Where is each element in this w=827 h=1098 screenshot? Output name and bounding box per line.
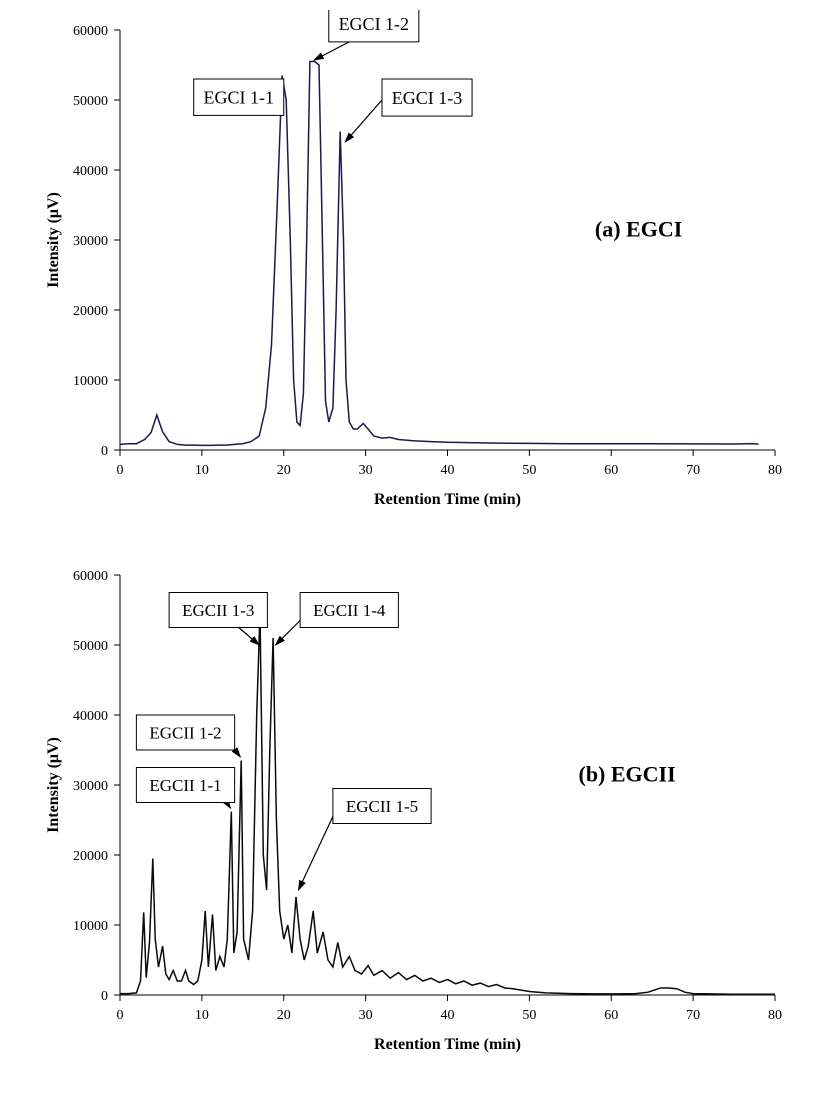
callout-arrow (345, 100, 382, 142)
panel-label: (a) EGCI (595, 217, 682, 242)
y-tick-label: 50000 (73, 639, 108, 654)
callout-arrow (276, 621, 301, 646)
callout-arrow (239, 628, 259, 646)
x-tick-label: 20 (277, 1008, 291, 1023)
x-tick-label: 40 (441, 463, 455, 478)
chromatogram-line (120, 614, 775, 995)
x-tick-label: 70 (686, 1008, 700, 1023)
callout-label: EGCII 1-2 (149, 723, 221, 742)
y-tick-label: 30000 (73, 234, 108, 249)
chart-a-svg: 0 10 20 30 40 50 60 70 80 0 10000 20000 30000 40000 50… (30, 10, 800, 530)
x-tick-label: 50 (522, 1008, 536, 1023)
callout-arrow (314, 42, 349, 60)
x-tick-label: 30 (359, 1008, 373, 1023)
x-tick-label: 80 (768, 1008, 782, 1023)
callout-label: EGCII 1-3 (182, 601, 254, 620)
x-tick-label: 10 (195, 1008, 209, 1023)
panel-b-egcii: 0 10 20 30 40 50 60 70 80 0 10000 20000 30000 40000 50… (30, 555, 800, 1075)
y-tick-label: 20000 (73, 304, 108, 319)
x-tick-label: 80 (768, 463, 782, 478)
x-tick-label: 60 (604, 1008, 618, 1023)
y-axis-title: Intensity (μV) (45, 737, 62, 833)
y-tick-label: 40000 (73, 709, 108, 724)
x-tick-label: 40 (441, 1008, 455, 1023)
x-axis-title: Retention Time (min) (374, 491, 521, 508)
callout-label: EGCII 1-5 (346, 797, 418, 816)
y-tick-label: 10000 (73, 919, 108, 934)
chart-b-svg: 0 10 20 30 40 50 60 70 80 0 10000 20000 30000 40000 50… (30, 555, 800, 1075)
x-tick-label: 70 (686, 463, 700, 478)
x-tick-label: 60 (604, 463, 618, 478)
page: 0 10 20 30 40 50 60 70 80 0 10000 20000 30000 40000 50… (0, 0, 827, 1098)
y-tick-label: 50000 (73, 94, 108, 109)
x-axis-title: Retention Time (min) (374, 1036, 521, 1053)
y-tick-label: 20000 (73, 849, 108, 864)
callout-label: EGCI 1-2 (339, 14, 410, 34)
y-tick-label: 0 (101, 989, 108, 1004)
x-tick-label: 20 (277, 463, 291, 478)
x-tick-label: 50 (522, 463, 536, 478)
y-axis-title: Intensity (μV) (45, 192, 62, 288)
y-tick-label: 10000 (73, 374, 108, 389)
callout-label: EGCI 1-3 (392, 88, 463, 108)
callout-label: EGCII 1-1 (149, 776, 221, 795)
y-tick-label: 30000 (73, 779, 108, 794)
y-tick-label: 0 (101, 444, 108, 459)
y-tick-label: 40000 (73, 164, 108, 179)
x-tick-label: 0 (117, 1008, 124, 1023)
x-tick-label: 10 (195, 463, 209, 478)
y-tick-label: 60000 (73, 24, 108, 39)
chromatogram-line (120, 62, 759, 446)
y-tick-label: 60000 (73, 569, 108, 584)
callout-label: EGCII 1-4 (313, 601, 386, 620)
x-tick-label: 0 (117, 463, 124, 478)
callout-label: EGCI 1-1 (203, 88, 274, 108)
x-tick-label: 30 (359, 463, 373, 478)
panel-a-egci: 0 10 20 30 40 50 60 70 80 0 10000 20000 30000 40000 50… (30, 10, 800, 530)
panel-label: (b) EGCII (579, 762, 676, 787)
callout-arrow (298, 817, 332, 891)
